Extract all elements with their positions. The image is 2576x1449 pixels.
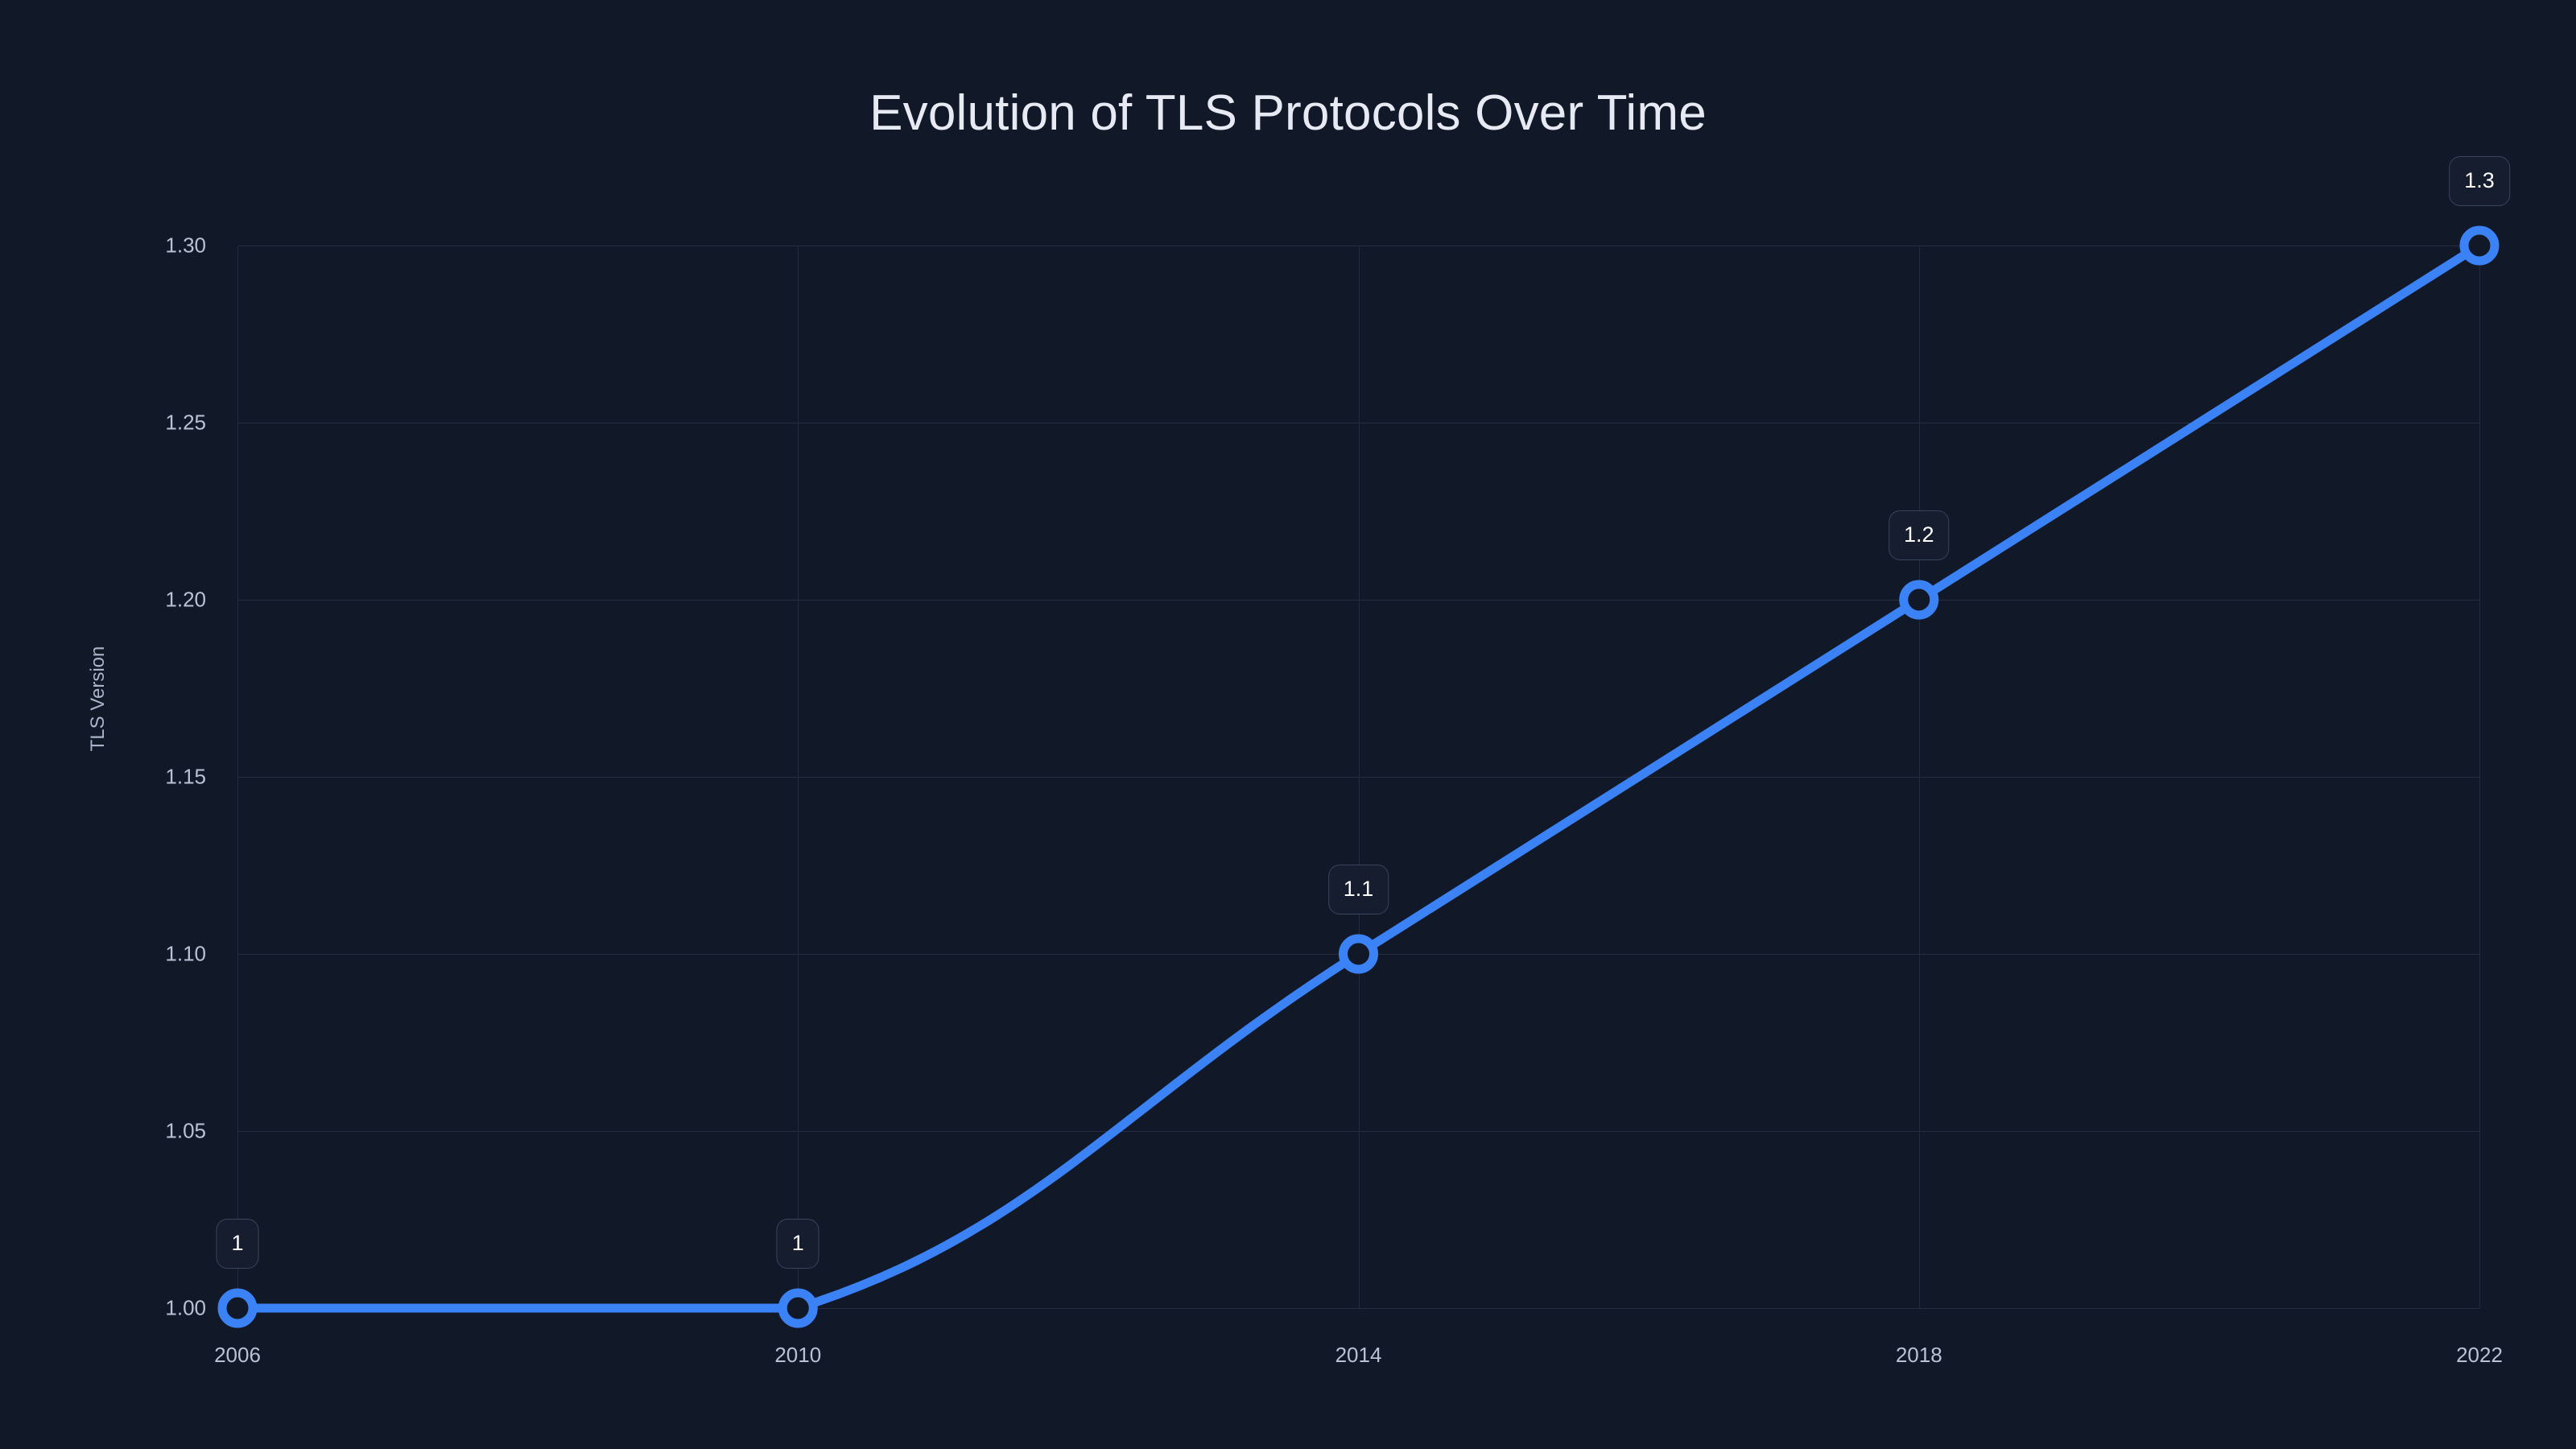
y-tick-label: 1.10 bbox=[165, 941, 206, 966]
x-tick-label: 2018 bbox=[1895, 1343, 1942, 1367]
data-point-value-badge: 1.1 bbox=[1327, 865, 1389, 914]
data-point-value-badge: 1.3 bbox=[2449, 156, 2510, 206]
data-point-value-badge: 1 bbox=[776, 1219, 819, 1269]
chart-title: Evolution of TLS Protocols Over Time bbox=[869, 85, 1707, 141]
plot-area bbox=[237, 246, 2480, 1309]
y-tick-label: 1.00 bbox=[165, 1295, 206, 1320]
x-tick-label: 2010 bbox=[774, 1343, 822, 1367]
y-tick-label: 1.25 bbox=[165, 410, 206, 435]
y-tick-label: 1.20 bbox=[165, 587, 206, 612]
gridline-horizontal bbox=[237, 1308, 2479, 1309]
y-tick-label: 1.30 bbox=[165, 233, 206, 258]
gridline-vertical bbox=[237, 246, 238, 1308]
data-point-value-badge: 1 bbox=[216, 1219, 259, 1269]
y-axis-title: TLS Version bbox=[87, 646, 109, 752]
gridline-vertical bbox=[1358, 246, 1360, 1308]
y-tick-label: 1.05 bbox=[165, 1118, 206, 1143]
gridline-vertical bbox=[798, 246, 799, 1308]
x-tick-label: 2022 bbox=[2456, 1343, 2503, 1367]
data-point-value-badge: 1.2 bbox=[1888, 510, 1950, 560]
gridline-vertical bbox=[2479, 246, 2480, 1308]
gridline-vertical bbox=[1918, 246, 1920, 1308]
x-tick-label: 2006 bbox=[214, 1343, 261, 1367]
y-tick-label: 1.15 bbox=[165, 764, 206, 789]
x-tick-label: 2014 bbox=[1335, 1343, 1382, 1367]
